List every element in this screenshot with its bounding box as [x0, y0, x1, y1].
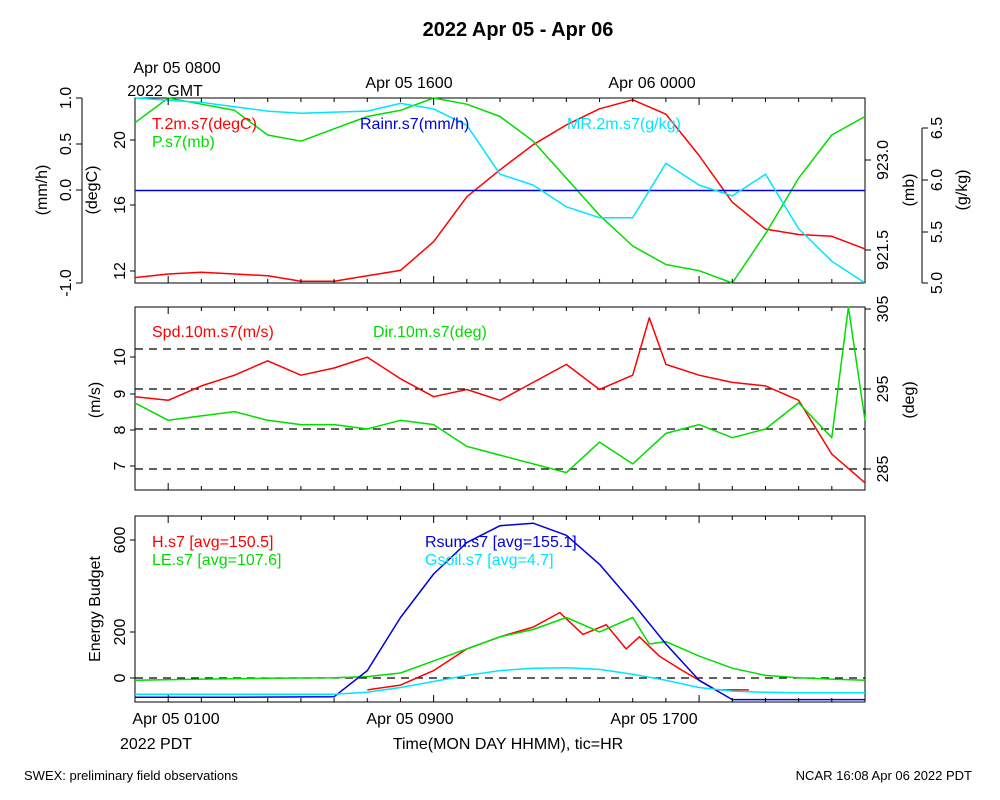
- rain-tick-1: 1.0: [58, 87, 75, 109]
- wind-series-line-0: [134, 317, 866, 484]
- legend-le: LE.s7 [avg=107.6]: [152, 552, 281, 569]
- wind-series-layer: [134, 306, 866, 484]
- dir-tick-285: 285: [875, 456, 892, 483]
- wind-reference-lines: [135, 348, 865, 470]
- wind-dir-axis: 305 295 285 (deg): [865, 296, 918, 483]
- mr-tick-60: 6.0: [929, 169, 946, 191]
- temp-tick-20: 20: [112, 131, 129, 149]
- mr-axis-label: (g/kg): [954, 170, 971, 211]
- legend-gsoil: Gsoil.s7 [avg=4.7]: [425, 552, 554, 569]
- mr-tick-65: 6.5: [929, 117, 946, 139]
- top-axis-label-0-line1: Apr 05 0800: [133, 60, 220, 77]
- legend-mr: MR.2m.s7(g/kg): [567, 116, 681, 133]
- temp-tick-16: 16: [112, 196, 129, 214]
- bottom-tick-label-0: Apr 05 0100: [132, 711, 219, 728]
- legend-spd: Spd.10m.s7(m/s): [152, 324, 274, 341]
- met-legend: T.2m.s7(degC) P.s7(mb) Rainr.s7(mm/h) MR…: [152, 116, 681, 151]
- met-series-line-3: [134, 97, 866, 284]
- pres-tick-9215: 921.5: [875, 230, 892, 270]
- temp-tick-12: 12: [112, 262, 129, 280]
- energy-series-line-1: [134, 616, 866, 682]
- figure-title: 2022 Apr 05 - Apr 06: [423, 19, 614, 41]
- dir-tick-295: 295: [875, 376, 892, 403]
- energy-tick-0: 0: [112, 673, 129, 682]
- legend-pres: P.s7(mb): [152, 134, 215, 151]
- legend-dir: Dir.10m.s7(deg): [373, 324, 487, 341]
- met-rain-axis: 1.0 0.5 0.0 -1.0 (mm/h): [34, 87, 83, 297]
- footer-timestamp: NCAR 16:08 Apr 06 2022 PDT: [795, 768, 972, 783]
- met-pres-axis: 923.0 921.5 (mb): [865, 140, 918, 270]
- mr-tick-55: 5.5: [929, 221, 946, 243]
- met-mr-axis: 6.5 6.0 5.5 5.0 (g/kg): [921, 117, 971, 294]
- temp-axis-label: (degC): [84, 166, 101, 215]
- energy-axis-label: Energy Budget: [87, 556, 104, 662]
- bottom-axis-ticks: [134, 98, 866, 702]
- met-temp-axis: 20 16 12 (degC): [84, 131, 135, 280]
- top-axis-label-2: Apr 06 0000: [608, 75, 695, 92]
- top-axis-label-0-line2: 2022 GMT: [127, 83, 203, 100]
- rain-tick-0: 0.0: [58, 179, 75, 201]
- pres-tick-923: 923.0: [875, 140, 892, 180]
- energy-axis: 600 200 0 Energy Budget: [87, 527, 135, 682]
- bottom-tick-label-2: Apr 05 1700: [610, 711, 697, 728]
- rain-tick-neg1: -1.0: [58, 269, 75, 297]
- spd-tick-8: 8: [112, 425, 129, 434]
- energy-tick-200: 200: [112, 619, 129, 646]
- footer-note: SWEX: preliminary field observations: [24, 768, 238, 783]
- legend-rain: Rainr.s7(mm/h): [360, 116, 469, 133]
- legend-temp: T.2m.s7(degC): [152, 116, 257, 133]
- x-axis-title: Time(MON DAY HHMM), tic=HR: [393, 736, 623, 753]
- rain-tick-05: 0.5: [58, 133, 75, 155]
- pres-axis-label: (mb): [901, 174, 918, 207]
- bottom-tick-label-1: Apr 05 0900: [366, 711, 453, 728]
- energy-legend: H.s7 [avg=150.5] LE.s7 [avg=107.6] Rsum.…: [152, 534, 577, 569]
- energy-tick-600: 600: [112, 527, 129, 554]
- energy-series-line-0: [367, 611, 749, 691]
- legend-h: H.s7 [avg=150.5]: [152, 534, 273, 551]
- legend-rsum: Rsum.s7 [avg=155.1]: [425, 534, 577, 551]
- energy-series-layer: [134, 522, 866, 701]
- dir-tick-305: 305: [875, 296, 892, 323]
- met-series-layer: [134, 97, 866, 284]
- mr-tick-50: 5.0: [929, 272, 946, 294]
- top-axis-label-1: Apr 05 1600: [365, 75, 452, 92]
- dir-axis-label: (deg): [901, 381, 918, 418]
- bottom-tz-label: 2022 PDT: [120, 736, 192, 753]
- met-series-line-1: [134, 97, 866, 284]
- spd-tick-7: 7: [112, 461, 129, 470]
- wind-spd-axis: 10 9 8 7 (m/s): [87, 348, 135, 470]
- spd-tick-9: 9: [112, 389, 129, 398]
- energy-series-line-2: [135, 522, 865, 701]
- wind-legend: Spd.10m.s7(m/s) Dir.10m.s7(deg): [152, 324, 487, 341]
- spd-axis-label: (m/s): [87, 382, 104, 418]
- met-series-line-0: [134, 99, 866, 282]
- wind-series-line-1: [134, 306, 866, 474]
- rain-axis-label: (mm/h): [34, 165, 51, 216]
- spd-tick-10: 10: [112, 348, 129, 366]
- energy-series-line-3: [135, 666, 865, 696]
